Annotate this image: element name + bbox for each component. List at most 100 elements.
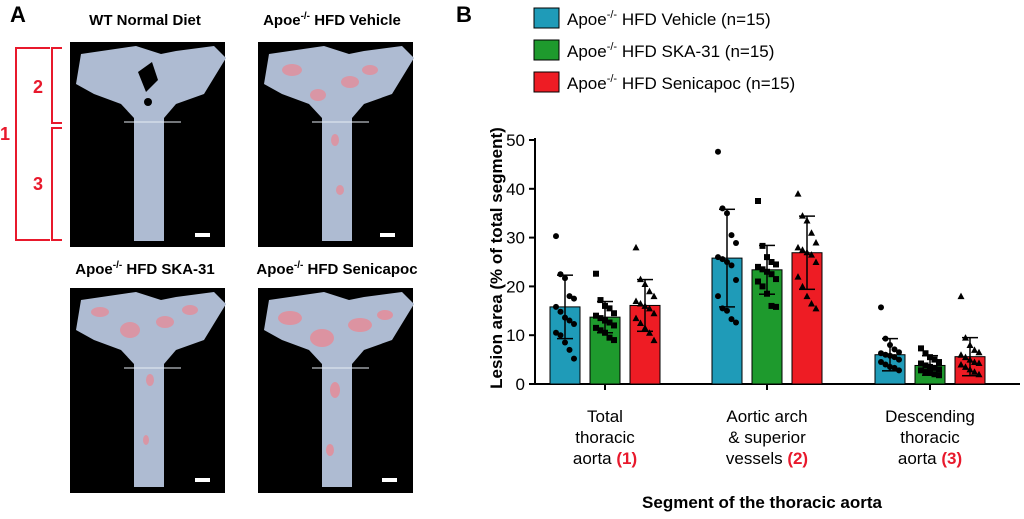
data-point-triangle [966,365,974,373]
data-point-square [927,363,933,370]
data-point-dot [553,233,559,240]
legend-swatch-vehicle [533,7,560,29]
category-label-suffix: (2) [783,449,809,468]
data-point-square [931,371,938,378]
category-label-line: Total [587,407,623,426]
category-label-suffix: (1) [612,449,638,468]
data-point-triangle [808,229,815,236]
data-point-triangle [799,246,806,253]
data-point-dot [571,355,577,362]
data-point-square [606,305,613,312]
scale-bar [380,233,395,237]
data-point-dot [728,232,735,239]
data-point-dot [733,277,739,284]
category-label-line: aorta (1) [573,449,637,468]
data-point-dot [553,329,559,336]
legend-item-vehicle: Apoe-/- HFD Vehicle (n=15) [533,7,771,29]
data-point-triangle [971,346,978,353]
data-point-dot [562,314,568,321]
data-point-square [918,345,924,352]
data-point-dot [557,308,564,315]
category-label-line: Descending [885,407,975,426]
data-point-triangle [971,358,978,366]
image-title-ska31: Apoe-/- HFD SKA-31 [75,260,214,278]
data-point-square [593,270,599,277]
y-tick-label: 20 [506,277,525,296]
chart-legend: Apoe-/- HFD Vehicle (n=15) Apoe-/- HFD S… [533,7,795,93]
data-point-triangle [794,273,802,280]
data-point-dot [896,356,902,363]
data-point-dot [724,210,730,217]
data-point-square [602,329,608,336]
data-point-triangle [799,212,806,219]
y-tick-label: 10 [506,326,525,345]
plot-area: 0 10 20 30 40 50 Total thoracic aorta (1) Aortic … [506,131,1020,468]
data-point-dot [571,295,577,302]
data-point-triangle [794,190,802,197]
data-point-dot [715,293,721,300]
data-point-dot [553,303,559,310]
panel-b-label: B [456,2,472,27]
category-label-line: & superior [728,428,806,447]
scale-bar [195,233,210,237]
data-point-square [773,303,779,310]
data-point-dot [882,351,889,358]
data-point-square [927,354,933,361]
data-point-square [764,268,770,275]
x-axis-title: Segment of the thoracic aorta [642,493,882,512]
aorta-photo-vehicle [258,42,415,247]
data-point-dot [724,259,730,265]
data-point-dot [887,363,893,370]
y-tick-label: 40 [506,180,525,199]
data-point-triangle [641,324,649,331]
data-point-triangle [637,275,644,283]
legend-label-vehicle: Apoe-/- HFD Vehicle (n=15) [567,9,771,29]
data-point-triangle [966,341,974,348]
data-point-square [602,317,608,324]
data-point-dot [878,359,884,366]
data-point-dot [896,367,902,374]
data-point-square [764,254,770,261]
data-point-square [606,319,613,326]
data-point-triangle [646,329,653,336]
category-label-line: thoracic [900,428,960,447]
data-point-dot [728,316,735,323]
y-tick-label: 30 [506,229,525,248]
legend-swatch-ska31 [533,39,560,61]
data-point-dot [719,256,726,263]
data-point-triangle [812,304,820,312]
legend-item-ska31: Apoe-/- HFD SKA-31 (n=15) [533,39,774,61]
category-label-line: Aortic arch [726,407,807,426]
data-point-square [773,276,779,283]
data-point-square [759,283,766,290]
segment-label-2: 2 [33,77,43,97]
data-point-triangle [971,368,978,375]
legend-item-senicapoc: Apoe-/- HFD Senicapoc (n=15) [533,71,795,93]
data-point-dot [887,341,893,348]
data-point-triangle [962,363,969,370]
image-title-wt: WT Normal Diet [89,12,201,29]
data-point-triangle [799,282,806,290]
data-point-square [918,360,924,367]
data-point-square [936,372,942,379]
data-point-triangle [803,292,811,300]
aorta-photo-senicapoc [258,288,415,493]
data-point-dot [891,346,898,353]
scale-bar [382,478,397,482]
panel-b-chart: B Apoe-/- HFD Vehicle (n=15) Apoe-/- HFD… [456,2,1020,512]
data-point-triangle [957,292,965,300]
data-point-dot [728,262,735,269]
data-point-square [597,315,604,322]
data-point-square [931,356,938,363]
data-point-triangle [975,348,983,356]
image-title-senicapoc: Apoe-/- HFD Senicapoc [256,260,417,278]
segment-brackets [15,47,62,241]
data-point-triangle [637,319,644,326]
data-point-square [597,327,604,334]
data-point-triangle [794,243,802,251]
data-point-dot [878,304,884,311]
data-point-triangle [803,248,811,256]
y-tick-label: 0 [516,375,525,394]
data-point-triangle [641,302,649,309]
legend-label-ska31: Apoe-/- HFD SKA-31 (n=15) [567,41,774,61]
